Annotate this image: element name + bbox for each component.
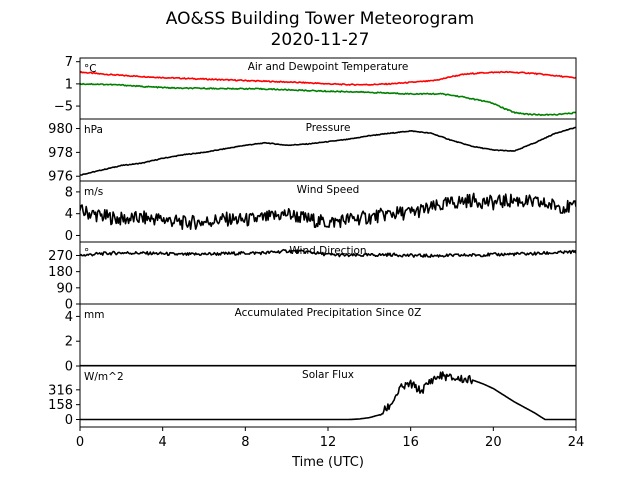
y-tick-label: 980 — [48, 122, 73, 137]
panels-group: 7 1 −5 Air and Dewpoint Temperature °C 980 978… — [48, 55, 577, 428]
panel-title: Solar Flux — [302, 369, 354, 381]
panel-3: 8 4 0 Wind Speed m/s — [65, 180, 577, 244]
series-line-2-1 — [80, 126, 576, 176]
y-tick-label: 180 — [48, 265, 73, 280]
chart-title: AO&SS Building Tower Meteorogram — [166, 9, 474, 29]
panel-title: Air and Dewpoint Temperature — [248, 61, 409, 73]
y-tick-label: 316 — [48, 383, 73, 398]
y-tick-label: 4 — [65, 310, 73, 325]
y-tick-label: 2 — [65, 335, 73, 350]
panel-unit: ° — [84, 247, 89, 259]
x-tick-label: 0 — [76, 435, 84, 450]
panel-unit: hPa — [84, 124, 103, 136]
panel-unit: m/s — [84, 186, 103, 198]
y-tick-label: 978 — [48, 146, 73, 161]
series-line-6-1 — [80, 371, 576, 421]
y-tick-label: 8 — [65, 185, 73, 200]
panel-unit: °C — [84, 63, 97, 75]
y-tick-label: 4 — [65, 207, 73, 222]
y-tick-label: −5 — [54, 100, 73, 115]
series-line-3-1 — [80, 192, 576, 230]
chart-subtitle: 2020-11-27 — [271, 30, 370, 50]
y-tick-label: 7 — [65, 55, 73, 70]
panel-title: Wind Speed — [297, 184, 360, 196]
panel-unit: mm — [84, 309, 104, 321]
x-tick-label: 8 — [241, 435, 249, 450]
panel-2: 980 978 976 Pressure hPa — [48, 118, 577, 185]
x-tick-label: 4 — [159, 435, 167, 450]
y-tick-label: 158 — [48, 398, 73, 413]
y-tick-label: 1 — [65, 77, 73, 92]
y-tick-label: 270 — [48, 249, 73, 264]
x-tick-label: 12 — [320, 435, 337, 450]
y-tick-label: 0 — [65, 298, 73, 313]
panel-title: Accumulated Precipitation Since 0Z — [235, 307, 422, 319]
x-axis: 0 4 8 12 16 20 24 — [76, 427, 584, 450]
series-line-1-2 — [80, 82, 576, 117]
y-tick-label: 90 — [56, 281, 73, 296]
panel-title: Pressure — [306, 122, 351, 134]
series-line-4-1 — [80, 248, 576, 259]
x-tick-label: 16 — [402, 435, 419, 450]
series-line-1-1 — [80, 70, 576, 86]
panel-5: 4 2 0 Accumulated Precipitation Since 0Z mm — [65, 303, 577, 375]
y-tick-label: 976 — [48, 170, 73, 185]
y-tick-label: 0 — [65, 229, 73, 244]
x-tick-label: 24 — [568, 435, 585, 450]
panel-unit: W/m^2 — [84, 371, 124, 383]
panel-1: 7 1 −5 Air and Dewpoint Temperature °C — [54, 55, 577, 120]
y-tick-label: 0 — [65, 413, 73, 428]
panel-title: Wind Direction — [289, 245, 366, 257]
x-tick-label: 20 — [485, 435, 502, 450]
x-axis-label: Time (UTC) — [291, 455, 364, 470]
y-tick-label: 0 — [65, 360, 73, 375]
